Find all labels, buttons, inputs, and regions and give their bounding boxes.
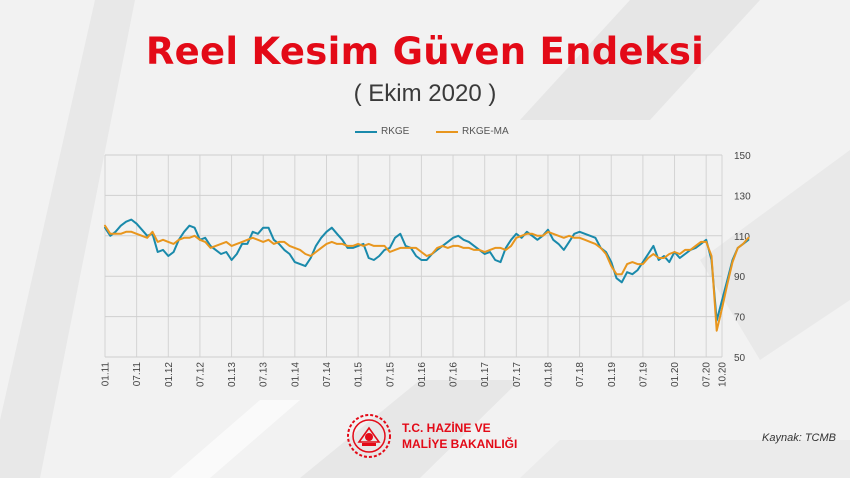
x-tick-label: 07.14 [322, 362, 333, 387]
source-note: Kaynak: TCMB [762, 432, 836, 444]
y-tick-label: 70 [734, 313, 746, 324]
x-tick-label: 01.14 [290, 362, 301, 387]
legend-item-rkge: RKGE [355, 126, 409, 137]
x-tick-label: 10.20 [718, 362, 729, 387]
x-tick-label: 01.11 [101, 362, 112, 387]
y-tick-label: 130 [734, 191, 751, 202]
ministry-name: T.C. HAZİNE VE MALİYE BAKANLIĞI [402, 420, 517, 452]
x-tick-label: 07.11 [132, 362, 143, 387]
x-tick-label: 07.17 [512, 362, 523, 387]
legend-swatch-rkge [355, 130, 377, 133]
ministry-emblem-icon [347, 414, 391, 458]
x-tick-label: 01.20 [670, 362, 681, 387]
x-tick-label: 01.18 [543, 362, 554, 387]
ministry-name-line2: MALİYE BAKANLIĞI [402, 437, 518, 451]
x-tick-label: 07.13 [259, 362, 270, 387]
x-tick-label: 07.16 [449, 362, 460, 387]
chart-subtitle: ( Ekim 2020 ) [353, 80, 497, 107]
legend-item-rkge-ma: RKGE-MA [436, 126, 509, 137]
chart-title: Reel Kesim Güven Endeksi [145, 30, 705, 73]
legend-label-rkge-ma: RKGE-MA [462, 126, 509, 137]
y-tick-label: 150 [734, 151, 751, 162]
y-tick-label: 110 [734, 232, 750, 243]
x-tick-label: 07.12 [195, 362, 206, 387]
x-tick-label: 01.13 [227, 362, 238, 387]
x-tick-label: 07.18 [575, 362, 586, 387]
x-tick-label: 01.15 [354, 362, 365, 387]
x-tick-label: 07.20 [702, 362, 713, 387]
legend-label-rkge: RKGE [381, 126, 410, 137]
ministry-name-line1: T.C. HAZİNE VE [402, 421, 491, 435]
x-tick-label: 01.19 [607, 362, 618, 387]
x-tick-label: 07.19 [638, 362, 649, 387]
x-tick-label: 01.17 [480, 362, 491, 387]
legend-swatch-rkge-ma [436, 130, 458, 133]
series-line-rkge-ma [104, 224, 750, 332]
x-tick-label: 07.15 [385, 362, 396, 387]
series-line-rkge [104, 218, 750, 322]
y-tick-label: 90 [734, 272, 746, 283]
x-tick-label: 01.12 [164, 362, 175, 387]
y-tick-label: 50 [734, 353, 746, 364]
legend: RKGE RKGE-MA [0, 126, 850, 140]
x-tick-label: 01.16 [417, 362, 428, 387]
